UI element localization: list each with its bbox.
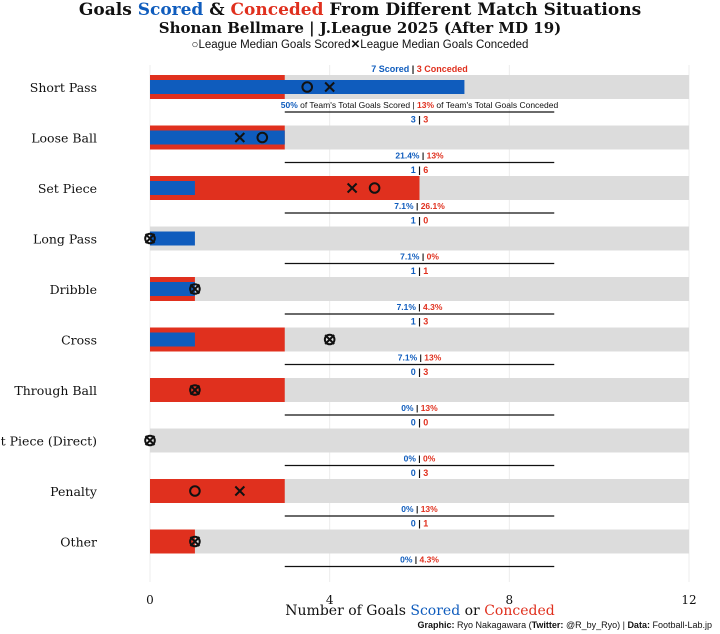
- median-scored-marker: [323, 333, 336, 346]
- category-label: Other: [60, 535, 97, 550]
- count-label: 3 | 3: [411, 115, 429, 125]
- x-axis-label: Number of Goals Scored or Conceded: [150, 603, 690, 619]
- credit-twitter-label: Twitter:: [531, 620, 564, 630]
- category-label: Penalty: [50, 484, 98, 499]
- median-conceded-marker: [189, 536, 201, 547]
- title-scored-word: Scored: [137, 0, 204, 20]
- credit-data-value: Football-Lab.jp: [649, 620, 712, 630]
- pct-label: 50% of Team's Total Goals Scored | 13% o…: [281, 100, 559, 110]
- count-label: 7 Scored | 3 Conceded: [371, 64, 468, 74]
- legend-conceded-label: League Median Goals Conceded: [360, 39, 529, 51]
- scored-bar: [150, 332, 195, 347]
- median-scored-marker: [144, 232, 156, 245]
- title-amp: &: [203, 0, 231, 20]
- category-label: Loose Ball: [31, 131, 97, 146]
- median-scored-marker: [256, 131, 269, 144]
- median-scored-marker: [144, 434, 156, 447]
- median-conceded-marker: [324, 81, 335, 93]
- pct-label: 7.1% | 0%: [400, 252, 439, 262]
- pct-label: 7.1% | 4.3%: [397, 302, 443, 312]
- median-scored-marker: [301, 81, 314, 93]
- track-bar: [150, 226, 689, 251]
- scored-bar: [150, 231, 195, 246]
- category-label: Long Pass: [33, 232, 97, 247]
- track-bar: [150, 529, 689, 554]
- x-tick-label: 4: [326, 593, 334, 607]
- median-scored-marker: [368, 182, 381, 194]
- x-tick-label: 12: [681, 593, 696, 607]
- scored-bar: [150, 282, 195, 296]
- median-conceded-marker: [189, 384, 201, 396]
- credit-graphic-value: Ryo Nakagawara (: [454, 620, 532, 630]
- pct-label: 0% | 4.3%: [400, 555, 439, 565]
- scored-bar: [150, 181, 195, 195]
- circle-marker-icon: ○: [191, 39, 199, 51]
- median-conceded-marker: [324, 334, 335, 345]
- cross-marker-icon: ✕: [350, 39, 361, 51]
- scored-bar: [150, 80, 465, 94]
- title-conceded-word: Conceded: [230, 0, 324, 20]
- median-conceded-marker: [346, 182, 358, 194]
- median-conceded-marker: [144, 233, 156, 244]
- median-scored-marker: [189, 384, 201, 396]
- track-bar: [150, 428, 689, 453]
- count-label: 1 | 1: [411, 266, 429, 276]
- pct-label: 0% | 0%: [404, 454, 436, 464]
- count-label: 1 | 6: [411, 165, 429, 175]
- category-label: Set Piece: [38, 181, 97, 196]
- xlabel-or: or: [460, 603, 485, 619]
- credit-graphic-label: Graphic:: [417, 620, 455, 630]
- legend-scored-label: League Median Goals Scored: [198, 39, 351, 51]
- credit-twitter-value: @R_by_Ryo) |: [563, 620, 628, 630]
- pct-label: 7.1% | 13%: [398, 353, 442, 363]
- category-label: Set Piece (Direct): [0, 434, 97, 449]
- count-label: 1 | 0: [411, 216, 429, 226]
- median-conceded-marker: [234, 485, 246, 497]
- median-scored-marker: [189, 283, 201, 295]
- chart-title: Goals Scored & Conceded From Different M…: [0, 0, 720, 20]
- count-label: 0 | 3: [411, 367, 429, 377]
- count-label: 1 | 3: [411, 317, 429, 327]
- xlabel-prefix: Number of Goals: [285, 603, 411, 619]
- median-conceded-marker: [144, 435, 156, 446]
- pct-label: 21.4% | 13%: [395, 151, 444, 161]
- pct-label: 0% | 13%: [401, 403, 438, 413]
- count-label: 0 | 3: [411, 468, 429, 478]
- count-label: 0 | 1: [411, 519, 429, 529]
- legend: ○League Median Goals Scored✕League Media…: [0, 37, 720, 51]
- pct-label: 0% | 13%: [401, 504, 438, 514]
- conceded-bar: [150, 479, 285, 503]
- title-suffix: From Different Match Situations: [323, 0, 642, 20]
- credit: Graphic: Ryo Nakagawara (Twitter: @R_by_…: [418, 620, 712, 630]
- title-prefix: Goals: [78, 0, 138, 20]
- median-scored-marker: [189, 535, 201, 548]
- category-label: Short Pass: [30, 80, 97, 95]
- xlabel-scored-word: Scored: [410, 603, 461, 619]
- median-conceded-marker: [234, 132, 246, 143]
- median-scored-marker: [189, 485, 201, 497]
- median-conceded-marker: [189, 283, 201, 295]
- category-label: Dribble: [50, 282, 97, 297]
- x-tick-label: 0: [146, 593, 154, 607]
- scored-bar: [150, 130, 285, 145]
- track-bar: [150, 277, 689, 301]
- category-label: Cross: [61, 333, 97, 348]
- category-label: Through Ball: [14, 383, 97, 398]
- chart-subtitle: Shonan Bellmare | J.League 2025 (After M…: [158, 19, 562, 37]
- count-label: 0 | 0: [411, 418, 429, 428]
- conceded-bar: [150, 529, 195, 554]
- credit-data-label: Data:: [627, 620, 650, 630]
- x-tick-label: 8: [506, 593, 514, 607]
- conceded-bar: [150, 378, 285, 402]
- xlabel-conceded-word: Conceded: [484, 603, 555, 619]
- pct-label: 7.1% | 26.1%: [394, 201, 445, 211]
